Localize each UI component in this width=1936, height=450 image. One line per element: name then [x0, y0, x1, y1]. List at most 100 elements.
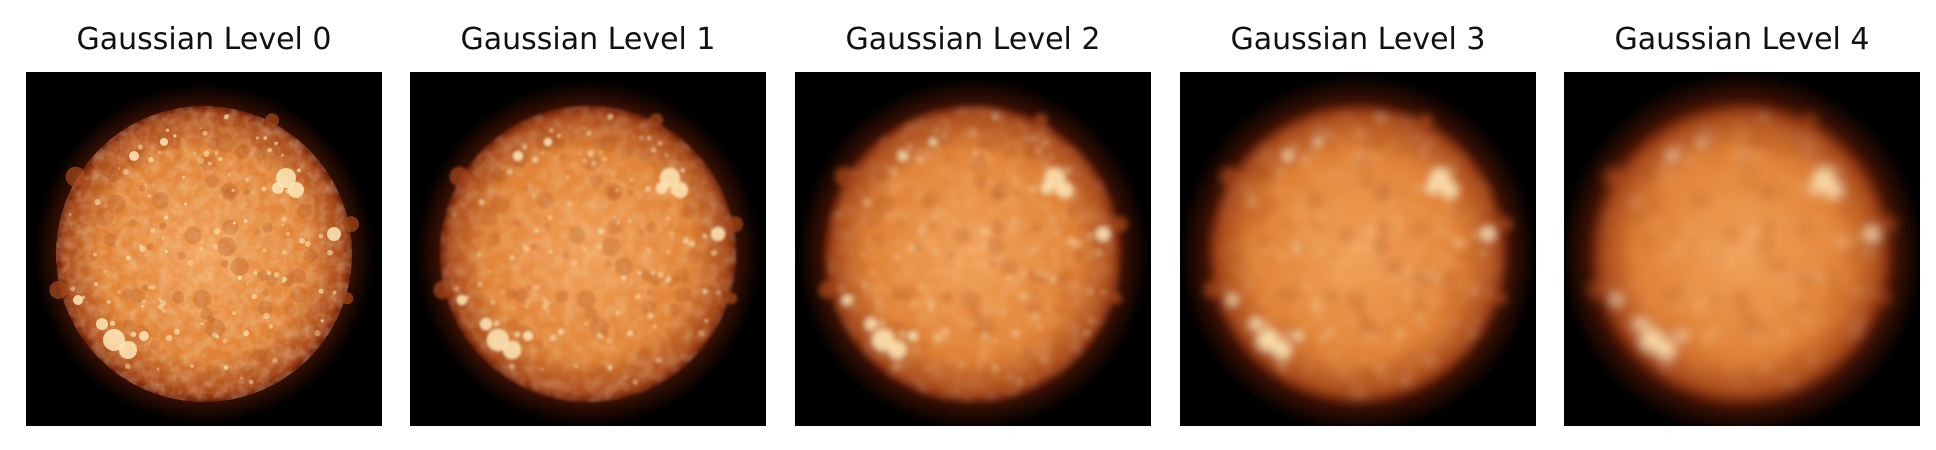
- bright-fleck: [1400, 282, 1403, 285]
- dark-mottle: [149, 339, 160, 350]
- bright-fleck: [666, 249, 671, 255]
- bright-fleck: [161, 236, 165, 240]
- bright-fleck: [1089, 319, 1093, 323]
- dark-mottle: [961, 289, 981, 309]
- bright-fleck: [680, 168, 685, 173]
- dark-mottle: [985, 134, 1004, 153]
- bright-fleck: [1014, 177, 1018, 182]
- bright-fleck: [1677, 245, 1684, 252]
- bright-fleck: [164, 249, 169, 254]
- dark-mottle: [907, 185, 915, 192]
- active-region: [1698, 138, 1706, 146]
- active-region: [1057, 182, 1073, 198]
- bright-fleck: [917, 286, 921, 290]
- bright-fleck: [971, 130, 977, 136]
- bright-fleck: [157, 368, 160, 371]
- dark-mottle: [1066, 203, 1081, 219]
- limb-prominence: [265, 113, 280, 128]
- bright-fleck: [68, 212, 72, 217]
- dark-mottle: [177, 251, 186, 260]
- bright-fleck: [959, 364, 963, 368]
- bright-fleck: [702, 288, 708, 294]
- dark-mottle: [289, 268, 306, 284]
- bright-fleck: [1632, 199, 1639, 206]
- bright-fleck: [615, 310, 621, 316]
- dark-mottle: [1666, 367, 1681, 383]
- dark-mottle: [128, 218, 137, 228]
- dark-mottle: [606, 219, 623, 236]
- dark-mottle: [1792, 229, 1799, 236]
- bright-fleck: [884, 339, 887, 342]
- bright-fleck: [1735, 157, 1742, 164]
- bright-fleck: [1481, 249, 1487, 256]
- bright-fleck: [666, 276, 672, 282]
- bright-fleck: [1422, 324, 1427, 329]
- bright-fleck: [1269, 339, 1272, 342]
- dark-mottle: [554, 137, 566, 149]
- bright-fleck: [1688, 284, 1695, 290]
- dark-mottle: [95, 207, 115, 227]
- dark-mottle: [1743, 371, 1754, 382]
- bright-fleck: [900, 342, 904, 346]
- dark-mottle: [1709, 290, 1723, 304]
- dark-mottle: [1001, 118, 1014, 131]
- dark-mottle: [220, 259, 229, 268]
- bright-fleck: [639, 136, 644, 140]
- dark-mottle: [1031, 222, 1042, 233]
- dark-mottle: [1697, 222, 1705, 230]
- dark-mottle: [1292, 185, 1300, 192]
- bright-fleck: [1865, 249, 1871, 256]
- dark-mottle: [1233, 308, 1242, 317]
- dark-mottle: [1276, 319, 1289, 332]
- dark-mottle: [1758, 259, 1767, 268]
- bright-fleck: [1302, 286, 1306, 290]
- active-region: [1634, 318, 1646, 330]
- bright-fleck: [150, 227, 156, 234]
- bright-fleck: [1434, 153, 1439, 157]
- bright-fleck: [164, 215, 169, 220]
- bright-fleck: [1037, 324, 1042, 329]
- bright-fleck: [983, 150, 988, 156]
- dark-mottle: [1257, 233, 1271, 247]
- bright-fleck: [173, 134, 177, 138]
- bright-fleck: [125, 363, 131, 370]
- bright-fleck: [1436, 276, 1442, 282]
- bright-fleck: [1065, 168, 1070, 173]
- dark-mottle: [152, 192, 170, 209]
- bright-fleck: [1068, 237, 1075, 244]
- dark-mottle: [200, 307, 213, 320]
- dark-mottle: [463, 308, 472, 317]
- active-region: [1611, 295, 1621, 305]
- bright-fleck: [1606, 212, 1610, 217]
- bright-fleck: [332, 290, 337, 295]
- bright-fleck: [919, 284, 926, 290]
- dark-mottle: [257, 270, 269, 282]
- dark-mottle: [222, 219, 239, 236]
- bright-fleck: [245, 177, 249, 182]
- dark-mottle: [978, 108, 996, 126]
- bright-fleck: [624, 376, 627, 379]
- bright-fleck: [992, 365, 998, 370]
- active-region: [908, 331, 918, 341]
- dark-mottle: [596, 365, 607, 376]
- bright-fleck: [1247, 252, 1252, 257]
- dark-mottle: [1284, 288, 1300, 303]
- dark-mottle: [526, 284, 533, 291]
- bright-fleck: [1685, 194, 1690, 198]
- active-region: [711, 227, 725, 241]
- dark-mottle: [1768, 257, 1787, 276]
- bright-fleck: [532, 156, 538, 163]
- limb-prominence: [834, 166, 855, 187]
- dark-mottle: [1338, 226, 1356, 245]
- bright-fleck: [1000, 188, 1004, 193]
- dark-mottle: [1790, 348, 1804, 363]
- limb-prominence: [65, 166, 86, 187]
- sun-image: [795, 72, 1151, 426]
- dark-mottle: [1374, 259, 1383, 268]
- bright-fleck: [543, 300, 546, 303]
- bright-fleck: [509, 363, 515, 370]
- bright-fleck: [231, 188, 235, 193]
- dark-mottle: [1795, 300, 1811, 316]
- bright-fleck: [1030, 247, 1037, 253]
- panel-title: Gaussian Level 0: [76, 22, 332, 57]
